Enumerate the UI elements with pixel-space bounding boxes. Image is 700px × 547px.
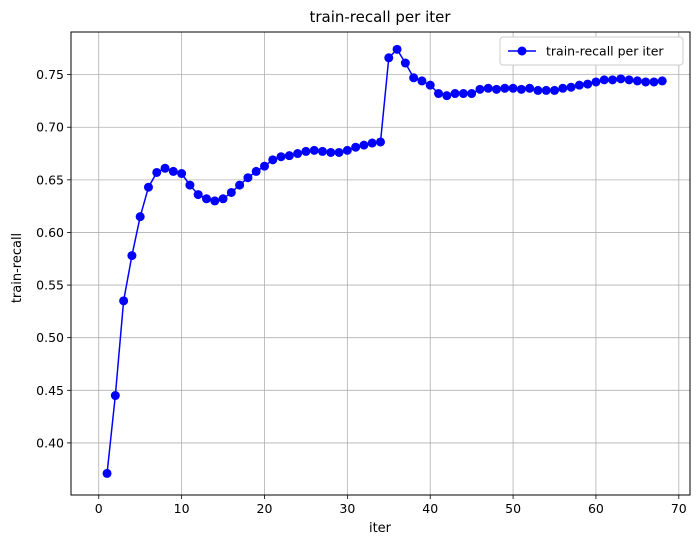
data-point bbox=[251, 166, 261, 176]
data-point bbox=[152, 167, 162, 177]
data-point bbox=[177, 169, 187, 179]
data-point bbox=[201, 194, 211, 204]
data-point bbox=[417, 76, 427, 86]
data-point bbox=[483, 83, 493, 93]
data-point bbox=[243, 173, 253, 183]
x-tick-label: 40 bbox=[422, 501, 438, 516]
data-point bbox=[475, 84, 485, 94]
data-point bbox=[500, 83, 510, 93]
y-tick-label: 0.60 bbox=[36, 225, 64, 240]
data-point bbox=[367, 138, 377, 148]
x-tick-label: 50 bbox=[505, 501, 521, 516]
data-point bbox=[268, 155, 278, 165]
y-tick-label: 0.70 bbox=[36, 120, 64, 135]
y-tick-label: 0.55 bbox=[36, 278, 64, 293]
data-point bbox=[657, 76, 667, 86]
legend-label: train-recall per iter bbox=[546, 44, 664, 59]
grid-layer bbox=[71, 32, 690, 495]
legend-box bbox=[499, 36, 684, 66]
legend: train-recall per iter bbox=[499, 36, 684, 66]
y-tick-label: 0.45 bbox=[36, 383, 64, 398]
data-point bbox=[168, 166, 178, 176]
data-point bbox=[616, 74, 626, 84]
data-point bbox=[210, 196, 220, 206]
x-tick-label: 20 bbox=[257, 501, 273, 516]
data-point bbox=[467, 89, 477, 99]
legend-marker-swatch bbox=[517, 46, 527, 56]
data-point bbox=[425, 80, 435, 90]
data-point bbox=[218, 194, 228, 204]
data-point bbox=[342, 145, 352, 155]
data-point bbox=[516, 84, 526, 94]
data-point bbox=[193, 190, 203, 200]
y-tick-label: 0.75 bbox=[36, 67, 64, 82]
data-point bbox=[566, 82, 576, 92]
data-point bbox=[632, 76, 642, 86]
data-point bbox=[649, 77, 659, 87]
data-point bbox=[185, 180, 195, 190]
y-tick-label: 0.40 bbox=[36, 435, 64, 450]
data-point bbox=[641, 77, 651, 87]
y-tick-label: 0.50 bbox=[36, 330, 64, 345]
data-point bbox=[127, 251, 137, 261]
data-point bbox=[525, 83, 535, 93]
data-point bbox=[226, 187, 236, 197]
chart-title: train-recall per iter bbox=[309, 8, 451, 26]
data-point bbox=[293, 149, 303, 159]
data-point bbox=[541, 85, 551, 95]
x-tick-label: 10 bbox=[174, 501, 190, 516]
data-point bbox=[508, 83, 518, 93]
data-point bbox=[160, 163, 170, 173]
x-tick-label: 0 bbox=[95, 501, 103, 516]
data-point bbox=[574, 80, 584, 90]
data-point bbox=[309, 145, 319, 155]
data-point bbox=[317, 146, 327, 156]
data-point bbox=[301, 146, 311, 156]
x-tick-label: 60 bbox=[588, 501, 604, 516]
x-axis-label: iter bbox=[369, 521, 392, 536]
data-point bbox=[235, 180, 245, 190]
data-point bbox=[334, 147, 344, 157]
data-point bbox=[119, 296, 129, 306]
data-point bbox=[359, 140, 369, 150]
data-point bbox=[624, 75, 634, 85]
x-tick-label: 30 bbox=[339, 501, 355, 516]
data-point bbox=[533, 85, 543, 95]
data-point bbox=[400, 58, 410, 68]
data-point bbox=[599, 75, 609, 85]
data-point bbox=[276, 152, 286, 162]
data-point bbox=[326, 147, 336, 157]
data-point bbox=[558, 83, 568, 93]
plot-frame bbox=[70, 31, 691, 496]
data-point bbox=[259, 161, 269, 171]
data-point bbox=[110, 391, 120, 401]
data-point bbox=[591, 77, 601, 87]
series-layer bbox=[102, 44, 667, 478]
data-point bbox=[351, 142, 361, 152]
x-tick-label: 70 bbox=[671, 501, 687, 516]
y-axis-label: train-recall bbox=[10, 233, 25, 303]
tick-layer: 0 10 20 30 40 50 60 70 0.40 0.45 0.50 0.55 0.60 0.65 0… bbox=[36, 67, 687, 516]
data-point bbox=[409, 73, 419, 83]
data-point bbox=[284, 151, 294, 161]
data-point bbox=[583, 79, 593, 89]
data-point bbox=[550, 85, 560, 95]
data-point bbox=[376, 137, 385, 147]
data-point bbox=[458, 89, 468, 99]
data-point bbox=[608, 75, 618, 85]
data-point bbox=[450, 89, 460, 99]
data-point bbox=[492, 84, 502, 94]
y-tick-label: 0.65 bbox=[36, 172, 64, 187]
data-point bbox=[143, 182, 153, 192]
data-point bbox=[392, 44, 402, 54]
data-point bbox=[102, 468, 112, 478]
data-point bbox=[442, 91, 452, 101]
data-point bbox=[384, 53, 394, 63]
data-point bbox=[434, 89, 444, 99]
data-point bbox=[135, 212, 145, 222]
